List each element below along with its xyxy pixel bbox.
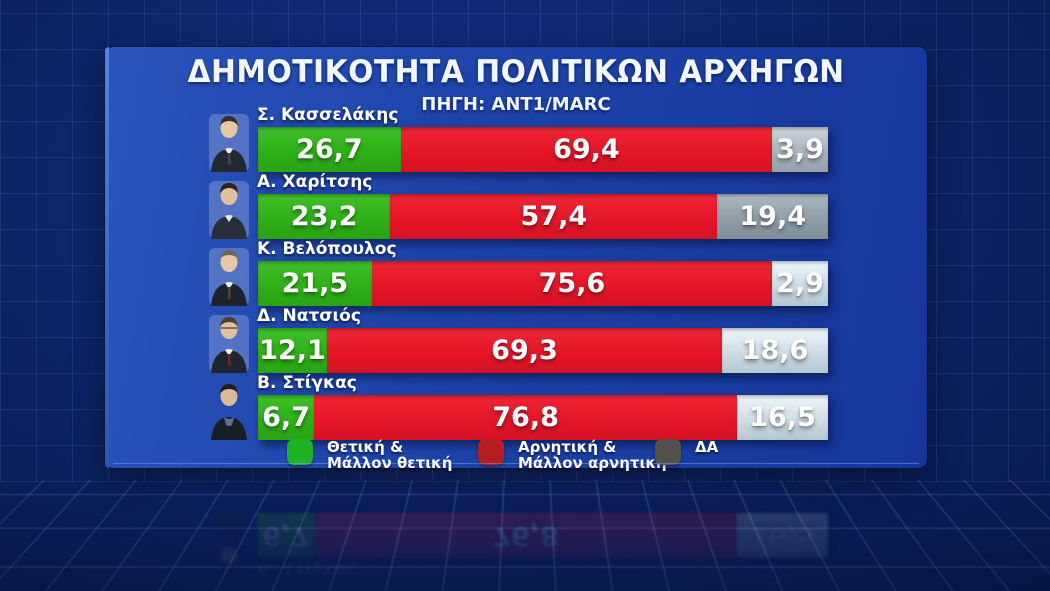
da-value: 3,9: [776, 134, 824, 165]
positive-value: 23,2: [290, 201, 358, 232]
legend-label: Θετική & Μάλλον θετική: [327, 439, 452, 471]
page-title: ΔΗΜΟΤΙΚΟΤΗΤΑ ΠΟΛΙΤΙΚΩΝ ΑΡΧΗΓΩΝ: [187, 54, 845, 90]
da-segment: 16,5: [737, 395, 828, 440]
leader-row: Β. Στίγκας 6,7 76,8 16,5: [105, 373, 927, 440]
negative-segment: 69,3: [326, 328, 722, 373]
legend-label-line1: Θετική &: [327, 438, 404, 456]
leader-photo: [205, 112, 253, 172]
leader-name: Α. Χαρίτσης: [257, 172, 373, 192]
da-segment: 2,9: [772, 261, 828, 306]
negative-value: 57,4: [520, 201, 588, 232]
da-segment: 19,4: [717, 194, 828, 239]
stacked-bar: 23,2 57,4 19,4: [258, 194, 828, 239]
person-avatar-icon: [209, 114, 249, 172]
source-label: ΠΗΓΗ: ANT1/MARC: [421, 94, 611, 115]
legend-item-negative: Αρνητική & Μάλλον αρνητική: [478, 439, 667, 471]
person-avatar-icon: [209, 181, 249, 239]
leader-name: Κ. Βελόπουλος: [257, 239, 397, 259]
leader-name: Β. Στίγκας: [257, 373, 357, 393]
negative-segment: 76,8: [314, 395, 738, 440]
leader-photo: [205, 179, 253, 239]
da-value: 2,9: [776, 268, 824, 299]
leader-name: Δ. Νατσιός: [257, 306, 361, 326]
legend-item-da: ΔΑ: [655, 439, 718, 465]
positive-segment: 12,1: [258, 328, 327, 373]
legend-label-line1: Αρνητική &: [518, 438, 617, 456]
positive-value: 6,7: [262, 402, 310, 433]
negative-value: 76,8: [492, 402, 559, 433]
positive-segment: 23,2: [258, 194, 391, 239]
da-value: 16,5: [749, 402, 816, 433]
positive-value: 12,1: [259, 335, 326, 366]
leader-photo: [205, 246, 253, 306]
negative-segment: 75,6: [371, 261, 772, 306]
negative-segment: 69,4: [400, 127, 772, 172]
negative-segment: 57,4: [390, 194, 718, 239]
leader-row: Σ. Κασσελάκης 26,7 69,4 3,9: [105, 105, 927, 172]
floor-perspective-grid: [0, 480, 1050, 591]
person-avatar-icon: [209, 315, 249, 373]
da-value: 19,4: [739, 201, 807, 232]
positive-value: 21,5: [281, 268, 349, 299]
positive-value: 26,7: [296, 134, 363, 165]
chart-panel: ΔΗΜΟΤΙΚΟΤΗΤΑ ΠΟΛΙΤΙΚΩΝ ΑΡΧΗΓΩΝ ΠΗΓΗ: ANT…: [105, 47, 927, 471]
da-value: 18,6: [741, 335, 809, 366]
leader-row: Κ. Βελόπουλος 21,5 75,6 2,9: [105, 239, 927, 306]
negative-value: 69,4: [553, 134, 620, 165]
person-avatar-icon: [209, 248, 249, 306]
da-segment: 3,9: [772, 127, 828, 172]
da-swatch-icon: [655, 439, 681, 465]
legend: Θετική & Μάλλον θετική Αρνητική & Μάλλον…: [105, 439, 927, 479]
stacked-bar: 6,7 76,8 16,5: [258, 395, 828, 440]
negative-value: 69,3: [491, 335, 558, 366]
negative-swatch-icon: [478, 439, 504, 465]
legend-label-line2: Μάλλον θετική: [327, 454, 453, 472]
legend-label-line2: Μάλλον αρνητική: [518, 454, 667, 472]
stacked-bar: 12,1 69,3 18,6: [258, 328, 828, 373]
stacked-bar: 26,7 69,4 3,9: [258, 127, 828, 172]
leader-name: Σ. Κασσελάκης: [257, 105, 399, 125]
negative-value: 75,6: [538, 268, 606, 299]
positive-swatch-icon: [287, 439, 313, 465]
floor-fade-overlay: [0, 480, 1050, 591]
positive-segment: 26,7: [258, 127, 401, 172]
leader-row: Α. Χαρίτσης 23,2 57,4 19,4: [105, 172, 927, 239]
legend-label-line1: ΔΑ: [695, 438, 719, 456]
legend-label: Αρνητική & Μάλλον αρνητική: [518, 439, 667, 471]
legend-item-positive: Θετική & Μάλλον θετική: [287, 439, 452, 471]
legend-label: ΔΑ: [695, 439, 718, 455]
leader-row: Δ. Νατσιός 12,1 69,3 18,6: [105, 306, 927, 373]
leader-photo: [205, 380, 253, 440]
person-avatar-icon: [211, 384, 247, 440]
positive-segment: 6,7: [258, 395, 314, 440]
stacked-bar: 21,5 75,6 2,9: [258, 261, 828, 306]
leader-photo: [205, 313, 253, 373]
positive-segment: 21,5: [258, 261, 372, 306]
da-segment: 18,6: [721, 328, 828, 373]
